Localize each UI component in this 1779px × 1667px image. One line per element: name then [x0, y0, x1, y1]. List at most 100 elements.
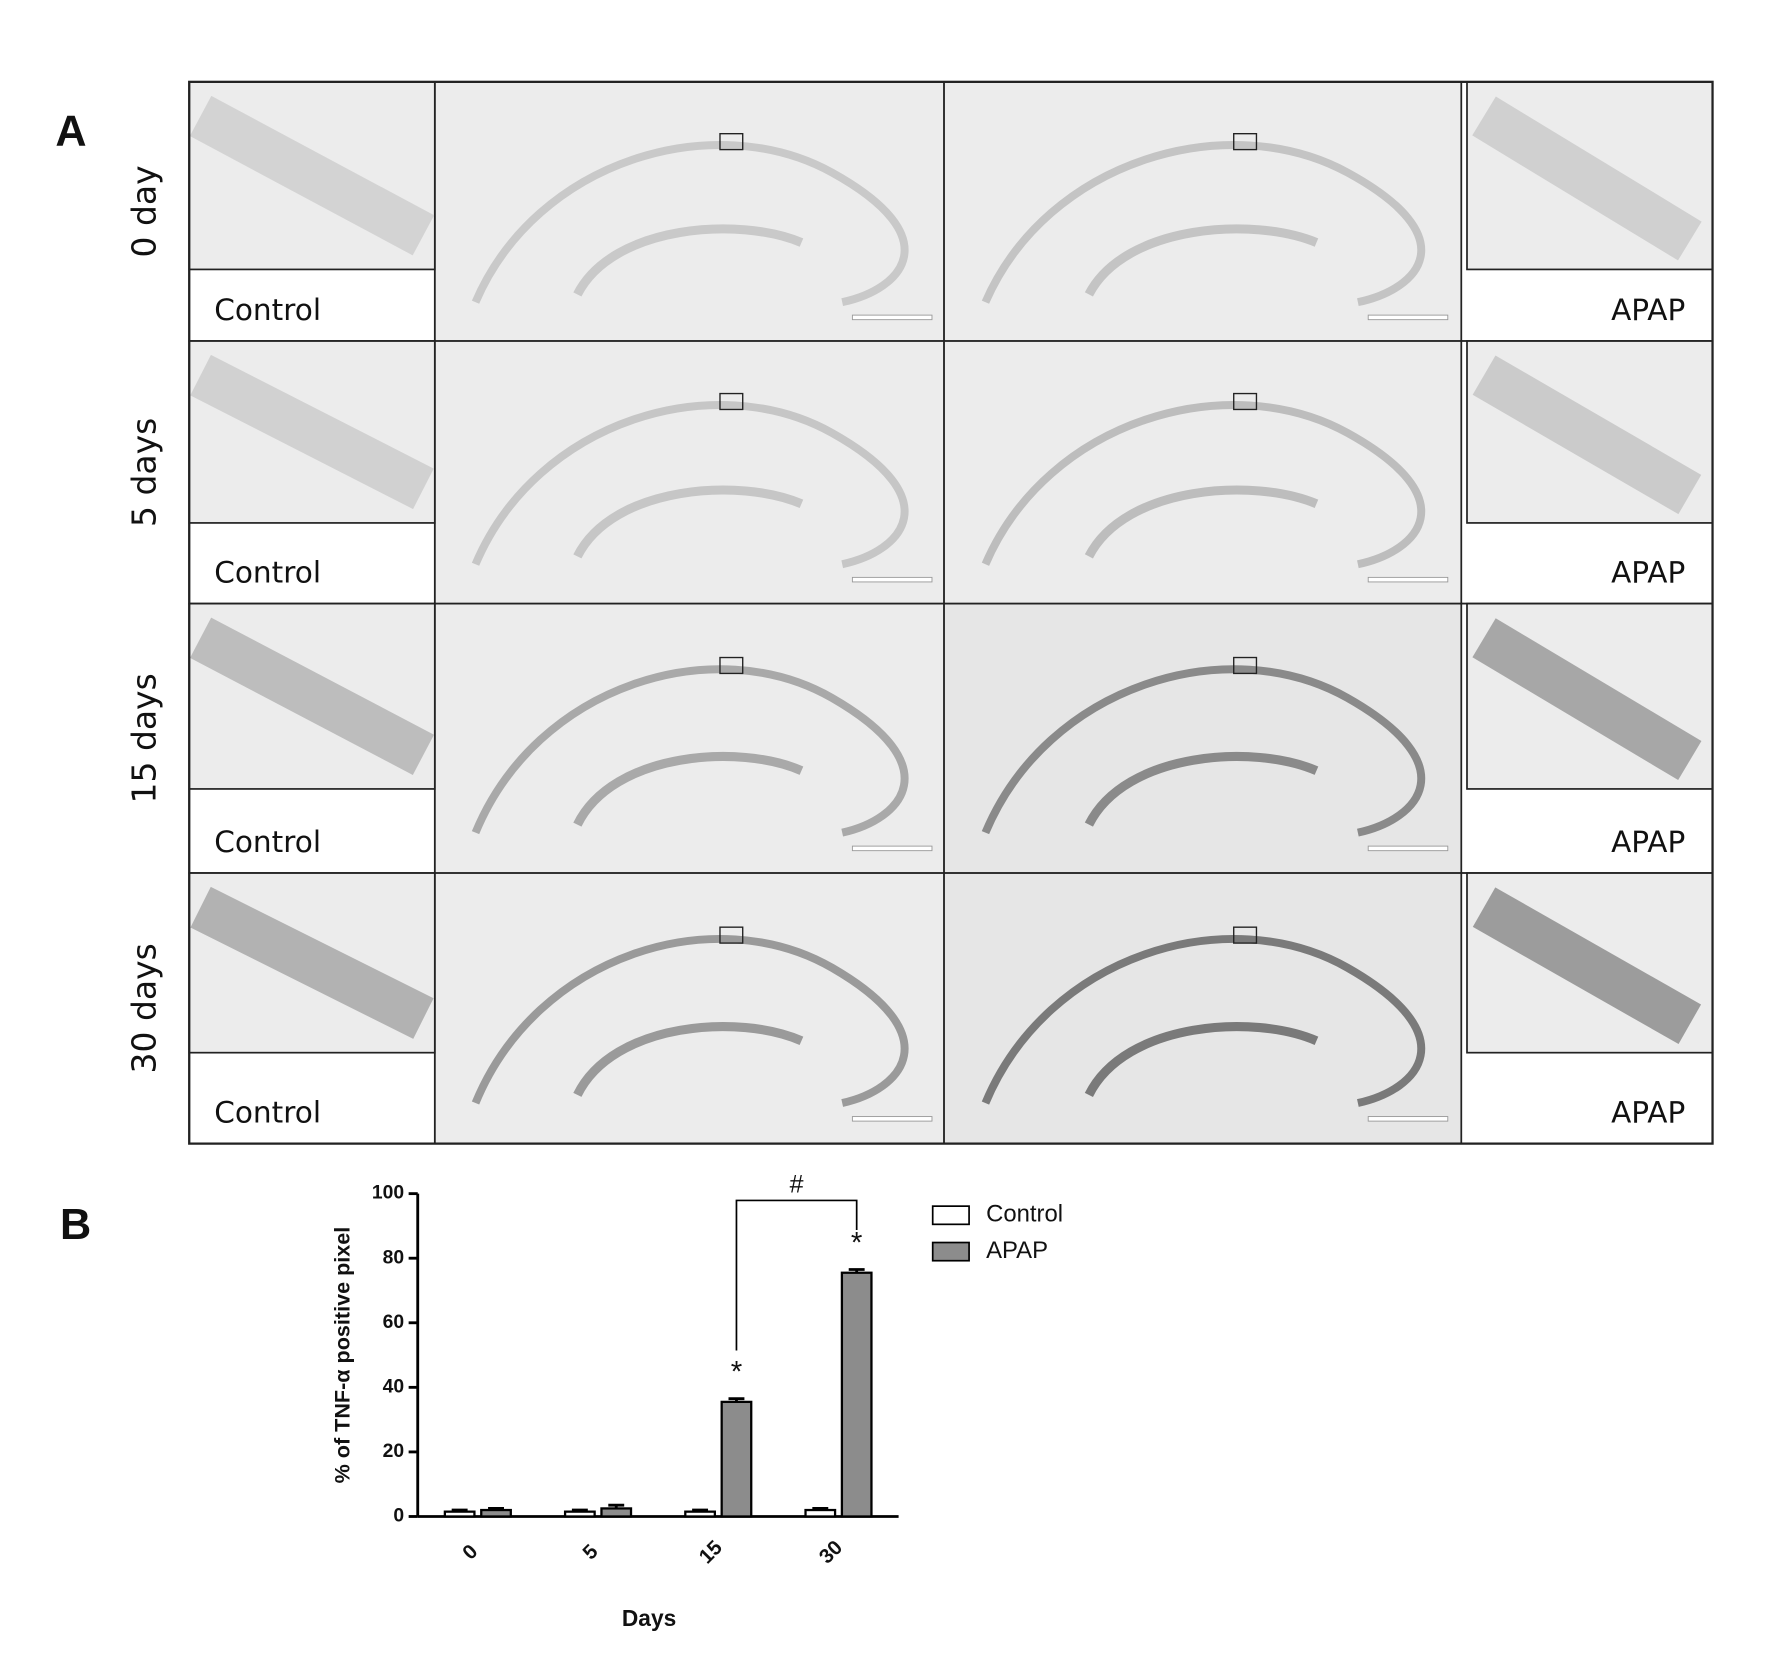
micrograph — [433, 340, 945, 605]
row-label: 30 days — [125, 943, 164, 1073]
x-tick-label: 5 — [578, 1540, 602, 1564]
error-bar — [692, 1508, 709, 1512]
tissue-layer — [1084, 1022, 1319, 1098]
bar — [600, 1507, 633, 1518]
tissue-layer — [981, 665, 1426, 837]
bar — [720, 1400, 753, 1518]
scale-bar — [851, 576, 933, 583]
group-label: Control — [214, 293, 321, 327]
tissue-layer — [1084, 224, 1319, 297]
row-label: 0 day — [125, 165, 164, 257]
bar — [563, 1510, 596, 1518]
bar — [443, 1510, 476, 1518]
roi-box — [1233, 656, 1258, 675]
y-tick-label: 80 — [383, 1247, 404, 1268]
bar — [480, 1508, 512, 1518]
tissue-layer — [471, 141, 909, 307]
roi-box — [719, 392, 744, 411]
micrograph — [943, 602, 1463, 874]
scale-bar — [851, 314, 933, 321]
tissue-layer — [981, 935, 1426, 1107]
group-label: Control — [214, 556, 321, 590]
scale-bar — [1367, 314, 1449, 321]
legend-swatch — [931, 1241, 970, 1262]
roi-box — [1233, 392, 1258, 411]
x-tick-label: 15 — [694, 1536, 726, 1568]
group-label: Control — [214, 1096, 321, 1130]
row-label: 5 days — [125, 418, 164, 527]
x-tick-label: 30 — [815, 1536, 847, 1568]
tissue-layer — [981, 141, 1426, 307]
micrograph — [433, 602, 945, 874]
legend-label: Control — [986, 1201, 1063, 1228]
error-bar — [812, 1506, 829, 1511]
roi-box — [719, 926, 744, 944]
cell-band — [190, 617, 434, 775]
tissue-layer — [981, 401, 1426, 569]
roi-box — [1233, 133, 1258, 151]
legend-swatch — [931, 1205, 970, 1226]
roi-box — [719, 656, 744, 675]
x-axis-label: Days — [622, 1605, 676, 1631]
legend-label: APAP — [986, 1237, 1048, 1264]
error-bar — [451, 1508, 468, 1512]
bar-chart: 0 20 40 60 80 100 % of TNF-α positive pixel Day… — [330, 1170, 1064, 1631]
micrograph — [943, 872, 1463, 1145]
error-bar — [728, 1397, 745, 1402]
bar — [684, 1510, 716, 1518]
group-label: APAP — [1611, 556, 1685, 590]
group-label: APAP — [1611, 293, 1685, 327]
micrograph — [943, 340, 1463, 605]
annotation: * — [851, 1226, 863, 1259]
cell-band — [189, 95, 435, 256]
bar — [840, 1271, 873, 1518]
panel-label: A — [55, 108, 86, 156]
tissue-layer — [471, 935, 909, 1107]
tissue-layer — [1084, 485, 1319, 559]
error-bar — [608, 1503, 625, 1509]
scale-bar — [1367, 576, 1449, 583]
error-bar — [848, 1268, 865, 1273]
error-bar — [571, 1508, 588, 1512]
annotation: # — [790, 1170, 804, 1198]
cell-band — [190, 886, 434, 1039]
group-label: Control — [214, 825, 321, 859]
roi-box — [719, 133, 744, 151]
tissue-layer — [471, 401, 909, 569]
error-bar — [488, 1506, 504, 1511]
y-axis-label: % of TNF-α positive pixel — [330, 1227, 355, 1484]
micrograph — [433, 80, 945, 342]
scale-bar — [851, 845, 933, 852]
y-tick-label: 0 — [393, 1506, 404, 1527]
scale-bar — [1367, 845, 1449, 852]
panel-label: B — [60, 1201, 91, 1249]
scale-bar — [851, 1116, 933, 1122]
group-label: APAP — [1611, 1096, 1685, 1130]
tissue-layer — [1084, 751, 1319, 827]
tissue-layer — [573, 485, 804, 559]
roi-box — [1233, 926, 1258, 944]
x-tick-label: 0 — [458, 1540, 482, 1564]
cell-band — [190, 354, 434, 510]
group-label: APAP — [1611, 825, 1685, 859]
micrograph — [433, 872, 945, 1145]
y-tick-label: 40 — [383, 1376, 404, 1397]
y-tick-label: 20 — [383, 1441, 404, 1462]
micrograph — [943, 80, 1463, 342]
cell-band — [1472, 887, 1702, 1045]
y-tick-label: 60 — [383, 1312, 404, 1333]
scale-bar — [1367, 1116, 1449, 1122]
tissue-layer — [471, 665, 909, 837]
cell-band — [1472, 355, 1702, 515]
grid-border — [188, 80, 1714, 1145]
tissue-layer — [573, 224, 804, 297]
tissue-layer — [573, 751, 804, 827]
row-label: 15 days — [125, 673, 164, 803]
micrograph-grid: 0 day Control APAP 5 days Control APAP 15 days… — [125, 80, 1714, 1145]
cell-band — [1472, 96, 1702, 261]
bracket — [735, 1199, 858, 1351]
y-tick-label: 100 — [372, 1183, 404, 1204]
cell-band — [1472, 618, 1702, 781]
